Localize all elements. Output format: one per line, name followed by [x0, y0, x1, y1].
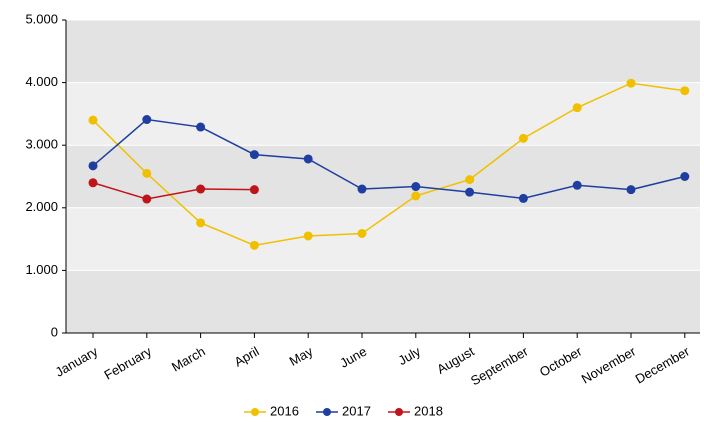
- plot-band: [66, 207, 700, 271]
- legend-label: 2016: [270, 403, 299, 418]
- legend-marker: [251, 408, 259, 416]
- data-point: [88, 161, 98, 171]
- y-tick-label: 1.000: [25, 262, 58, 277]
- x-tick-label: May: [287, 343, 316, 369]
- plot-band: [66, 82, 700, 146]
- series-line: [92, 118, 685, 200]
- data-point: [465, 187, 475, 197]
- data-point: [465, 175, 475, 185]
- x-tick-label: December: [633, 343, 693, 386]
- data-point: [196, 218, 206, 228]
- legend-label: 2017: [342, 403, 371, 418]
- data-point: [142, 194, 152, 204]
- data-point: [196, 184, 206, 194]
- y-tick-label: 5.000: [25, 11, 58, 26]
- plot-band: [66, 20, 700, 83]
- series-line: [92, 182, 255, 200]
- plot-band: [66, 145, 700, 208]
- series-line: [92, 82, 685, 247]
- legend-marker: [395, 408, 403, 416]
- data-point: [626, 78, 636, 88]
- x-tick-label: October: [537, 343, 585, 379]
- x-tick-label: September: [468, 343, 531, 388]
- data-point: [249, 240, 259, 250]
- data-point: [411, 191, 421, 201]
- x-tick-label: July: [395, 343, 423, 368]
- x-tick-label: August: [434, 343, 477, 376]
- y-tick-label: 0: [51, 324, 58, 339]
- data-point: [572, 180, 582, 190]
- data-point: [249, 150, 259, 160]
- x-tick-label: April: [232, 344, 262, 370]
- data-point: [303, 231, 313, 241]
- data-point: [303, 154, 313, 164]
- data-point: [680, 86, 690, 96]
- x-tick-label: January: [53, 343, 101, 379]
- x-tick-label: March: [169, 344, 208, 375]
- plot-band: [66, 270, 700, 333]
- x-tick-label: June: [337, 344, 369, 371]
- data-point: [518, 193, 528, 203]
- legend-label: 2018: [414, 403, 443, 418]
- y-tick-label: 4.000: [25, 74, 58, 89]
- data-point: [88, 115, 98, 125]
- data-point: [572, 103, 582, 113]
- x-tick-label: February: [101, 343, 154, 382]
- data-point: [249, 185, 259, 195]
- data-point: [411, 182, 421, 192]
- data-point: [680, 172, 690, 181]
- data-point: [357, 228, 367, 238]
- y-tick-label: 2.000: [25, 199, 58, 214]
- data-point: [357, 184, 367, 194]
- x-tick-label: November: [579, 343, 639, 386]
- data-point: [196, 122, 206, 132]
- legend-marker: [323, 408, 331, 416]
- y-tick-label: 3.000: [25, 137, 58, 152]
- data-point: [142, 168, 152, 178]
- data-point: [142, 115, 152, 125]
- data-point: [626, 185, 636, 195]
- data-point: [518, 133, 528, 143]
- data-point: [88, 178, 98, 188]
